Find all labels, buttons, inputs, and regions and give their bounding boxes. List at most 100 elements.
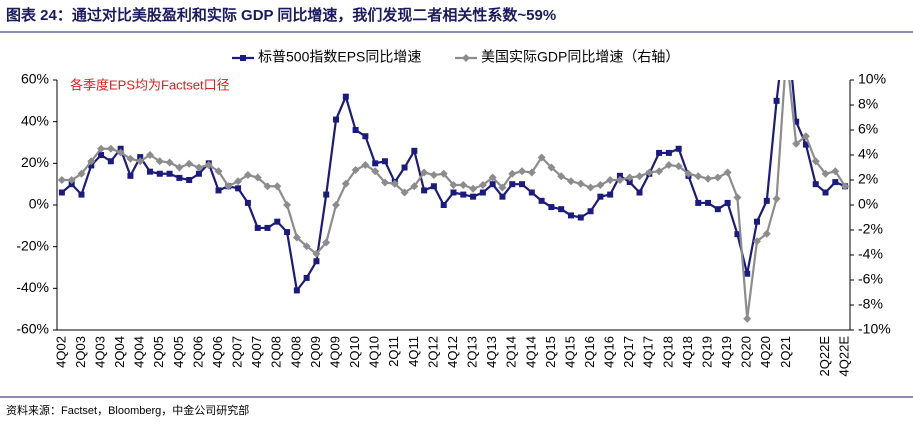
point bbox=[273, 182, 282, 191]
point bbox=[734, 231, 741, 238]
point bbox=[636, 189, 643, 196]
y-tick-label: -60% bbox=[16, 321, 49, 337]
point bbox=[176, 174, 183, 181]
point bbox=[106, 144, 115, 153]
x-tick-label: 2Q20 bbox=[739, 336, 754, 368]
x-tick-label: 2Q15 bbox=[543, 336, 558, 368]
point bbox=[244, 199, 251, 206]
point bbox=[234, 177, 243, 186]
point bbox=[107, 158, 114, 165]
point bbox=[635, 172, 644, 181]
y2-tick-label: 2% bbox=[858, 171, 878, 187]
point bbox=[518, 167, 527, 176]
x-tick-label: 4Q17 bbox=[641, 336, 656, 368]
point bbox=[195, 170, 202, 177]
point bbox=[793, 118, 800, 125]
point bbox=[342, 93, 349, 100]
point bbox=[763, 197, 770, 204]
point bbox=[773, 97, 780, 104]
point bbox=[812, 181, 819, 188]
point bbox=[772, 194, 781, 203]
x-tick-label: 2Q14 bbox=[504, 336, 519, 368]
x-tick-label: 2Q03 bbox=[73, 336, 88, 368]
point bbox=[284, 229, 291, 236]
point bbox=[664, 161, 673, 169]
point bbox=[743, 314, 752, 323]
point bbox=[478, 181, 487, 189]
x-tick-label: 2Q10 bbox=[347, 336, 362, 368]
point bbox=[655, 167, 664, 176]
point bbox=[204, 161, 213, 169]
point bbox=[333, 116, 340, 123]
point bbox=[626, 179, 633, 186]
point bbox=[116, 148, 125, 157]
point bbox=[323, 191, 330, 198]
x-tick-label: 4Q08 bbox=[288, 336, 303, 368]
point bbox=[616, 172, 623, 179]
point bbox=[155, 157, 164, 166]
x-tick-label: 4Q12 bbox=[445, 336, 460, 368]
point bbox=[263, 182, 272, 191]
x-tick-label: 4Q22E bbox=[837, 336, 852, 377]
x-tick-label: 2Q18 bbox=[660, 336, 675, 368]
y2-tick-label: 4% bbox=[858, 146, 878, 162]
point bbox=[421, 187, 428, 194]
point bbox=[390, 179, 399, 188]
point bbox=[57, 176, 66, 184]
point bbox=[782, 49, 790, 57]
point bbox=[430, 183, 437, 190]
x-tick-label: 2Q08 bbox=[269, 336, 284, 368]
point bbox=[264, 224, 271, 231]
point bbox=[332, 201, 341, 209]
point bbox=[656, 149, 663, 156]
point bbox=[724, 199, 731, 206]
point bbox=[254, 224, 261, 231]
point bbox=[586, 183, 595, 192]
y-tick-label: 20% bbox=[21, 154, 49, 170]
point bbox=[77, 169, 86, 178]
point bbox=[313, 258, 320, 265]
point bbox=[802, 141, 809, 148]
point bbox=[714, 206, 721, 213]
point bbox=[147, 168, 154, 175]
point bbox=[126, 154, 135, 163]
point bbox=[186, 177, 193, 183]
y-tick-label: 40% bbox=[21, 112, 49, 128]
point bbox=[137, 154, 144, 161]
legend-marker bbox=[240, 55, 246, 61]
point bbox=[499, 193, 506, 200]
point bbox=[68, 181, 75, 188]
point bbox=[597, 193, 604, 200]
x-tick-label: 2Q04 bbox=[112, 336, 127, 368]
point bbox=[694, 172, 703, 181]
point bbox=[371, 167, 380, 176]
point bbox=[488, 173, 497, 182]
point bbox=[519, 181, 526, 188]
point bbox=[733, 193, 742, 202]
point bbox=[705, 199, 712, 206]
point bbox=[67, 176, 76, 184]
y2-tick-label: -8% bbox=[858, 296, 883, 312]
y-tick-label: -40% bbox=[16, 279, 49, 295]
point bbox=[78, 191, 85, 198]
point bbox=[312, 249, 321, 258]
point bbox=[401, 164, 408, 171]
x-tick-label: 2Q17 bbox=[621, 336, 636, 368]
point bbox=[411, 147, 418, 154]
point bbox=[704, 174, 713, 183]
point bbox=[606, 176, 615, 184]
y2-tick-label: 10% bbox=[858, 71, 886, 87]
point bbox=[566, 177, 575, 186]
y2-tick-label: 6% bbox=[858, 121, 878, 137]
point bbox=[146, 151, 155, 159]
legend-label: 美国实际GDP同比增速（右轴） bbox=[481, 49, 679, 65]
point bbox=[459, 181, 468, 189]
x-tick-label: 4Q03 bbox=[92, 336, 107, 368]
point bbox=[58, 189, 65, 196]
point bbox=[811, 157, 820, 166]
point bbox=[274, 218, 281, 225]
x-tick-label: 2Q21 bbox=[778, 336, 793, 368]
x-tick-label: 4Q16 bbox=[602, 336, 617, 368]
x-tick-label: 2Q05 bbox=[151, 336, 166, 368]
